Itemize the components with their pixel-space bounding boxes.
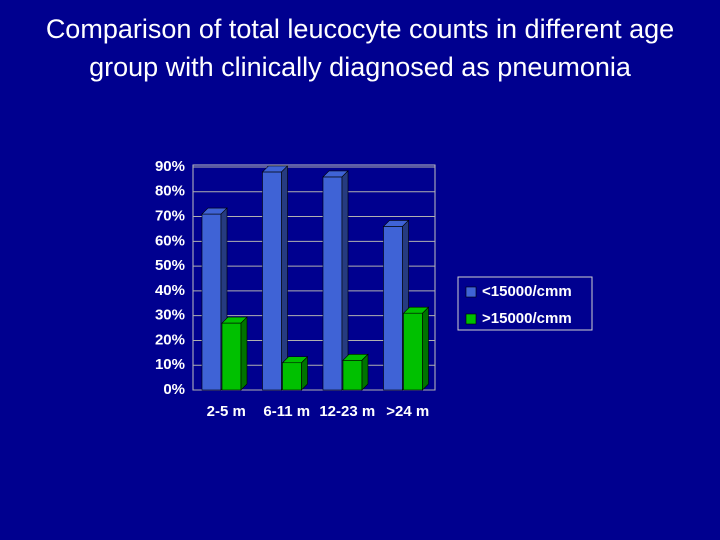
bar-side bbox=[281, 165, 288, 391]
x-tick-label: 12-23 m bbox=[319, 403, 376, 420]
bar bbox=[402, 306, 430, 391]
bar-front bbox=[342, 359, 363, 391]
bar-front bbox=[262, 171, 282, 391]
legend-swatch bbox=[465, 286, 477, 298]
bar-side bbox=[422, 306, 429, 391]
y-tick-label: 90% bbox=[155, 158, 185, 175]
y-tick-label: 0% bbox=[163, 381, 185, 398]
chart-title: Comparison of total leucocyte counts in … bbox=[45, 14, 675, 82]
y-tick-label: 40% bbox=[155, 282, 185, 299]
bar-side bbox=[240, 316, 248, 391]
bar-front bbox=[403, 312, 423, 391]
legend-box bbox=[457, 276, 593, 331]
bar bbox=[261, 165, 289, 391]
y-tick-label: 30% bbox=[155, 307, 185, 324]
y-tick-label: 10% bbox=[155, 356, 185, 373]
bar-front bbox=[383, 226, 403, 391]
y-tick-label: 60% bbox=[155, 232, 185, 249]
bar-side bbox=[301, 356, 308, 391]
bar-front bbox=[322, 176, 343, 391]
x-tick-label: 2-5 m bbox=[206, 403, 246, 420]
x-tick-label: 6-11 m bbox=[263, 403, 311, 420]
y-tick-label: 20% bbox=[155, 331, 185, 348]
y-tick-label: 80% bbox=[155, 183, 185, 200]
bar bbox=[281, 356, 309, 391]
y-tick-label: 70% bbox=[155, 208, 185, 225]
bar-front bbox=[201, 213, 222, 391]
x-tick-label: >24 m bbox=[386, 403, 430, 420]
bar bbox=[342, 353, 369, 391]
bar-side bbox=[361, 353, 369, 391]
bar-front bbox=[282, 362, 302, 391]
bar-front bbox=[221, 322, 242, 391]
bar bbox=[221, 316, 248, 391]
legend-label: <15000/cmm bbox=[482, 283, 572, 300]
bar bbox=[322, 170, 349, 391]
legend-label: >15000/cmm bbox=[482, 310, 572, 327]
y-tick-label: 50% bbox=[155, 257, 185, 274]
legend-swatch bbox=[465, 313, 477, 325]
